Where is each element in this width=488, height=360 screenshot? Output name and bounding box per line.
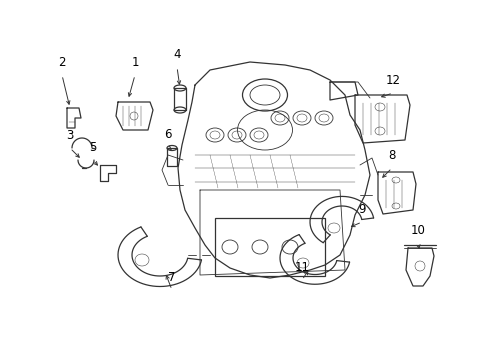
Text: 3: 3 [66,129,74,142]
Text: 12: 12 [385,74,400,87]
Text: 11: 11 [294,261,309,274]
Text: 8: 8 [387,149,395,162]
Text: 6: 6 [164,128,171,141]
Text: 2: 2 [58,56,65,69]
Text: 1: 1 [131,56,139,69]
Text: 4: 4 [173,48,181,61]
Text: 7: 7 [168,271,175,284]
Text: 9: 9 [358,203,365,216]
Text: 5: 5 [89,141,97,154]
Bar [215,218,325,276]
Text: 10: 10 [410,224,425,237]
